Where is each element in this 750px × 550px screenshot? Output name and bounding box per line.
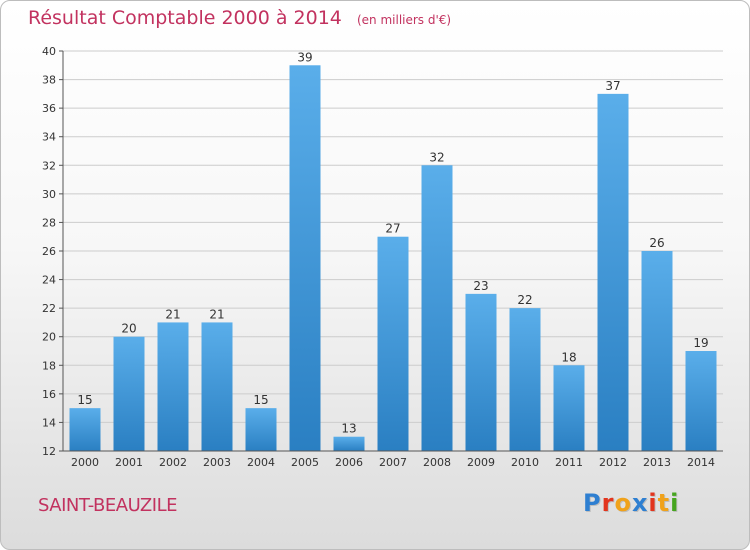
data-label: 13 [341, 422, 356, 436]
data-label: 22 [517, 293, 532, 307]
bar [245, 408, 277, 451]
logo-letter: P [583, 489, 602, 517]
bars [69, 65, 717, 452]
y-tick-label: 28 [42, 216, 56, 229]
data-label: 32 [429, 150, 444, 164]
data-label: 39 [297, 50, 312, 64]
x-tick-label: 2006 [335, 456, 363, 469]
bar [509, 308, 541, 451]
data-label: 21 [209, 307, 224, 321]
y-tick-label: 20 [42, 331, 56, 344]
bar [421, 165, 453, 452]
chart-title: Résultat Comptable 2000 à 2014 [28, 7, 342, 29]
y-tick-label: 24 [42, 274, 56, 287]
bar [289, 65, 321, 452]
y-tick-label: 14 [42, 416, 56, 429]
data-label: 19 [693, 336, 708, 350]
x-tick-label: 2008 [423, 456, 451, 469]
data-label: 15 [253, 393, 268, 407]
data-label: 26 [649, 236, 664, 250]
data-label: 27 [385, 222, 400, 236]
bar [157, 322, 189, 451]
y-tick-label: 34 [42, 131, 56, 144]
y-tick-label: 38 [42, 74, 56, 87]
y-tick-label: 30 [42, 188, 56, 201]
bar [113, 336, 145, 451]
logo-letter: i [670, 489, 680, 517]
x-tick-label: 2013 [643, 456, 671, 469]
x-tick-label: 2005 [291, 456, 319, 469]
logo-letter: i [648, 489, 658, 517]
bar [641, 251, 673, 451]
bar [553, 365, 585, 451]
x-tick-label: 2000 [71, 456, 99, 469]
x-tick-label: 2012 [599, 456, 627, 469]
data-label: 37 [605, 79, 620, 93]
data-label: 23 [473, 279, 488, 293]
proxiti-logo[interactable]: Proxiti [583, 489, 679, 517]
data-label: 20 [121, 322, 136, 336]
x-tick-label: 2010 [511, 456, 539, 469]
title-line: Résultat Comptable 2000 à 2014 (en milli… [28, 7, 451, 29]
bar [465, 293, 497, 451]
y-tick-label: 16 [42, 388, 56, 401]
x-tick-label: 2007 [379, 456, 407, 469]
y-tick-label: 12 [42, 445, 56, 458]
bar [201, 322, 233, 451]
data-label: 21 [165, 307, 180, 321]
commune-name: SAINT-BEAUZILE [38, 495, 177, 516]
bar [69, 408, 101, 451]
x-tick-label: 2002 [159, 456, 187, 469]
bar [377, 236, 409, 451]
y-tick-label: 32 [42, 159, 56, 172]
logo-letter: r [601, 489, 615, 517]
y-tick-label: 18 [42, 359, 56, 372]
y-axis: 12 14 16 18 20 22 24 26 28 30 32 34 36 38 40 [42, 45, 64, 458]
y-tick-label: 22 [42, 302, 56, 315]
logo-letter: x [631, 489, 649, 517]
data-label: 15 [77, 393, 92, 407]
x-tick-label: 2004 [247, 456, 275, 469]
y-tick-label: 26 [42, 245, 56, 258]
x-tick-label: 2001 [115, 456, 143, 469]
x-axis: 2000 2001 2002 2003 2004 2005 2006 2007 2008 2009… [63, 450, 723, 469]
x-tick-label: 2014 [687, 456, 715, 469]
y-tick-label: 36 [42, 102, 56, 115]
x-tick-label: 2003 [203, 456, 231, 469]
data-label: 18 [561, 350, 576, 364]
chart-subtitle: (en milliers d'€) [356, 13, 452, 27]
bar [333, 436, 365, 451]
logo-letter: o [614, 489, 632, 517]
data-labels: 15 20 21 21 15 39 13 27 32 23 22 18 37 26 19 [77, 50, 708, 435]
bar [597, 93, 629, 451]
logo-letter: t [657, 489, 671, 517]
x-tick-label: 2011 [555, 456, 583, 469]
y-tick-label: 40 [42, 45, 56, 58]
x-tick-label: 2009 [467, 456, 495, 469]
bar [685, 351, 717, 451]
